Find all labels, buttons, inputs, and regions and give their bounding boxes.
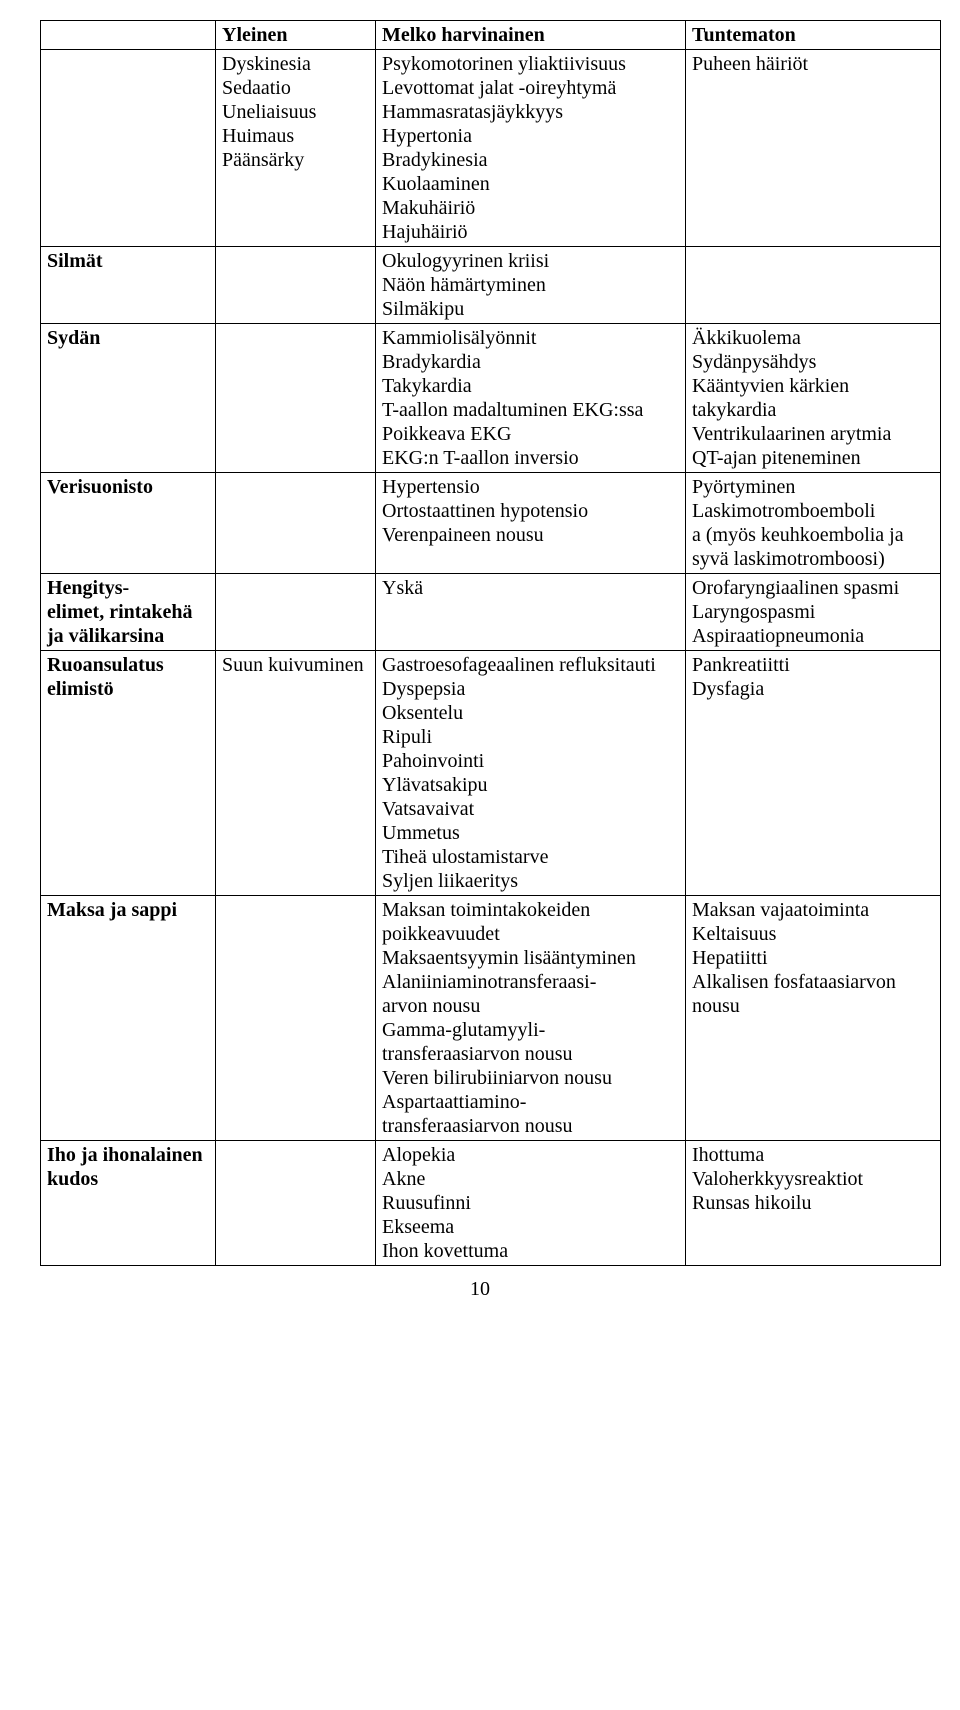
adverse-effects-table: Yleinen Melko harvinainen Tuntematon Dys… [40, 20, 941, 1266]
cell-common [216, 324, 376, 473]
table-row: Hengitys-elimet, rintakehä ja välikarsin… [41, 574, 941, 651]
cell-unknown [686, 247, 941, 324]
row-label: Hengitys-elimet, rintakehä ja välikarsin… [41, 574, 216, 651]
cell-uncommon: Okulogyyrinen kriisiNäön hämärtyminenSil… [376, 247, 686, 324]
table-row: Iho ja ihonalainen kudos AlopekiaAkneRuus… [41, 1141, 941, 1266]
cell-unknown: Maksan vajaatoimintaKeltaisuusHepatiitti… [686, 896, 941, 1141]
table-row: Silmät Okulogyyrinen kriisiNäön hämärtymi… [41, 247, 941, 324]
header-uncommon: Melko harvinainen [376, 21, 686, 50]
cell-uncommon: Yskä [376, 574, 686, 651]
row-label: Ruoansulatuselimistö [41, 651, 216, 896]
cell-common: DyskinesiaSedaatioUneliaisuusHuimausPään… [216, 50, 376, 247]
cell-common [216, 247, 376, 324]
cell-unknown: PankreatiittiDysfagia [686, 651, 941, 896]
cell-uncommon: Psykomotorinen yliaktiivisuusLevottomat … [376, 50, 686, 247]
header-blank [41, 21, 216, 50]
cell-unknown: ÄkkikuolemaSydänpysähdysKääntyvien kärki… [686, 324, 941, 473]
cell-common [216, 896, 376, 1141]
table-row: DyskinesiaSedaatioUneliaisuusHuimausPään… [41, 50, 941, 247]
cell-common [216, 473, 376, 574]
table-row: Maksa ja sappi Maksan toimintakokeiden po… [41, 896, 941, 1141]
document-page: Yleinen Melko harvinainen Tuntematon Dys… [20, 0, 940, 1341]
cell-common [216, 1141, 376, 1266]
cell-unknown: Puheen häiriöt [686, 50, 941, 247]
cell-uncommon: Gastroesofageaalinen refluksitautiDyspep… [376, 651, 686, 896]
table-row: RuoansulatuselimistöSuun kuivuminenGastr… [41, 651, 941, 896]
table-row: Sydän KammiolisälyönnitBradykardiaTakykar… [41, 324, 941, 473]
row-label: Verisuonisto [41, 473, 216, 574]
row-label: Silmät [41, 247, 216, 324]
table-body: DyskinesiaSedaatioUneliaisuusHuimausPään… [41, 50, 941, 1266]
table-row: Verisuonisto HypertensioOrtostaattinen hy… [41, 473, 941, 574]
cell-common [216, 574, 376, 651]
row-label: Iho ja ihonalainen kudos [41, 1141, 216, 1266]
header-common: Yleinen [216, 21, 376, 50]
cell-unknown: PyörtyminenLaskimotromboembolia (myös ke… [686, 473, 941, 574]
cell-uncommon: KammiolisälyönnitBradykardiaTakykardia T… [376, 324, 686, 473]
table-header-row: Yleinen Melko harvinainen Tuntematon [41, 21, 941, 50]
row-label [41, 50, 216, 247]
cell-uncommon: Maksan toimintakokeiden poikkeavuudetMak… [376, 896, 686, 1141]
cell-unknown: Orofaryngiaalinen spasmiLaryngospasmiAsp… [686, 574, 941, 651]
cell-uncommon: HypertensioOrtostaattinen hypotensioVere… [376, 473, 686, 574]
page-number: 10 [40, 1278, 920, 1301]
cell-common: Suun kuivuminen [216, 651, 376, 896]
row-label: Sydän [41, 324, 216, 473]
header-unknown: Tuntematon [686, 21, 941, 50]
cell-uncommon: AlopekiaAkneRuusufinniEkseemaIhon kovett… [376, 1141, 686, 1266]
cell-unknown: IhottumaValoherkkyysreaktiotRunsas hikoi… [686, 1141, 941, 1266]
row-label: Maksa ja sappi [41, 896, 216, 1141]
